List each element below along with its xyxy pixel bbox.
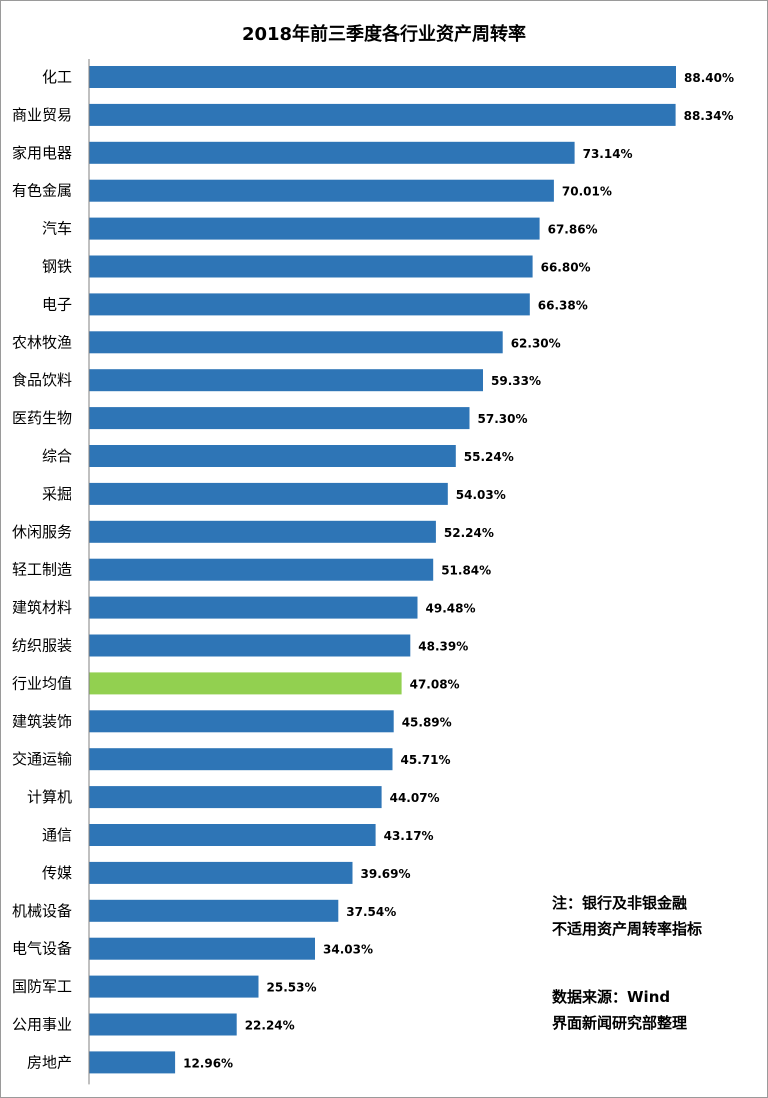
note-line-1: 注：银行及非银金融 [552, 894, 688, 912]
category-label: 化工 [42, 68, 72, 86]
bar [89, 634, 411, 657]
bar [89, 558, 434, 581]
data-label: 88.40% [684, 71, 734, 85]
data-label: 59.33% [491, 374, 541, 388]
bar [89, 520, 436, 543]
category-label: 家用电器 [12, 144, 72, 162]
data-label: 66.80% [541, 261, 591, 275]
category-label: 有色金属 [12, 182, 72, 200]
data-label: 37.54% [346, 905, 396, 919]
data-label: 70.01% [562, 185, 612, 199]
chart-title: 2018年前三季度各行业资产周转率 [241, 24, 527, 45]
bar [89, 103, 676, 126]
category-label: 综合 [42, 447, 72, 465]
bar [89, 899, 339, 922]
bar [89, 331, 503, 354]
category-label: 建筑装饰 [12, 712, 72, 730]
data-label: 45.89% [402, 715, 452, 729]
data-label: 55.24% [464, 450, 514, 464]
category-label: 房地产 [27, 1053, 72, 1071]
data-label: 44.07% [390, 791, 440, 805]
bar [89, 1013, 237, 1036]
category-label: 机械设备 [12, 902, 72, 920]
data-label: 52.24% [444, 526, 494, 540]
source-line-1: 数据来源：Wind [552, 988, 671, 1006]
category-label: 轻工制造 [12, 561, 72, 579]
data-label: 39.69% [361, 867, 411, 881]
note-block: 注：银行及非银金融 不适用资产周转率指标 [552, 890, 702, 942]
source-block: 数据来源：Wind 界面新闻研究部整理 [552, 984, 687, 1036]
category-label: 传媒 [42, 864, 72, 882]
bar [89, 445, 456, 467]
category-label: 钢铁 [42, 258, 72, 276]
data-label: 48.39% [418, 640, 468, 654]
category-label: 行业均值 [12, 674, 72, 692]
data-label: 45.71% [401, 753, 451, 767]
bar [89, 861, 353, 884]
data-label: 62.30% [511, 336, 561, 350]
category-label: 交通运输 [12, 750, 72, 768]
bar [89, 710, 394, 733]
bar [89, 975, 259, 998]
data-label: 67.86% [548, 223, 598, 237]
data-label: 25.53% [267, 981, 317, 995]
bar [89, 293, 530, 316]
category-label: 计算机 [27, 788, 72, 806]
data-label: 57.30% [478, 412, 528, 426]
data-label: 51.84% [441, 564, 491, 578]
category-label: 汽车 [42, 220, 72, 238]
bar [89, 748, 393, 771]
bar [89, 1051, 176, 1074]
data-label: 43.17% [384, 829, 434, 843]
bar [89, 482, 448, 505]
data-label: 12.96% [183, 1056, 233, 1070]
category-label: 采掘 [42, 485, 72, 503]
bar [89, 824, 376, 846]
data-label: 49.48% [426, 602, 476, 616]
data-label: 54.03% [456, 488, 506, 502]
bar [89, 141, 575, 164]
bar [89, 369, 483, 392]
source-line-2: 界面新闻研究部整理 [552, 1014, 688, 1032]
bar [89, 596, 418, 619]
bar [89, 66, 676, 88]
data-label: 47.08% [410, 677, 460, 691]
category-label: 电气设备 [12, 940, 72, 958]
bar [89, 179, 554, 202]
bar [89, 407, 470, 430]
category-label: 国防军工 [12, 978, 72, 996]
category-label: 休闲服务 [12, 523, 72, 541]
data-label: 34.03% [323, 943, 373, 957]
category-label: 农林牧渔 [12, 333, 72, 351]
data-label: 73.14% [583, 147, 633, 161]
category-label: 纺织服装 [12, 637, 72, 655]
bar-average [89, 672, 402, 695]
data-label: 88.34% [684, 109, 734, 123]
data-label: 22.24% [245, 1019, 295, 1033]
category-label: 医药生物 [12, 409, 72, 427]
category-label: 通信 [42, 826, 72, 844]
category-label: 公用事业 [12, 1016, 72, 1034]
bar [89, 255, 533, 278]
category-label: 建筑材料 [12, 599, 72, 617]
category-label: 商业贸易 [12, 106, 72, 124]
note-line-2: 不适用资产周转率指标 [552, 920, 703, 938]
data-label: 66.38% [538, 298, 588, 312]
category-label: 食品饮料 [12, 371, 72, 389]
bar [89, 937, 315, 960]
bar [89, 217, 540, 240]
category-label: 电子 [42, 295, 72, 313]
bar [89, 786, 382, 809]
